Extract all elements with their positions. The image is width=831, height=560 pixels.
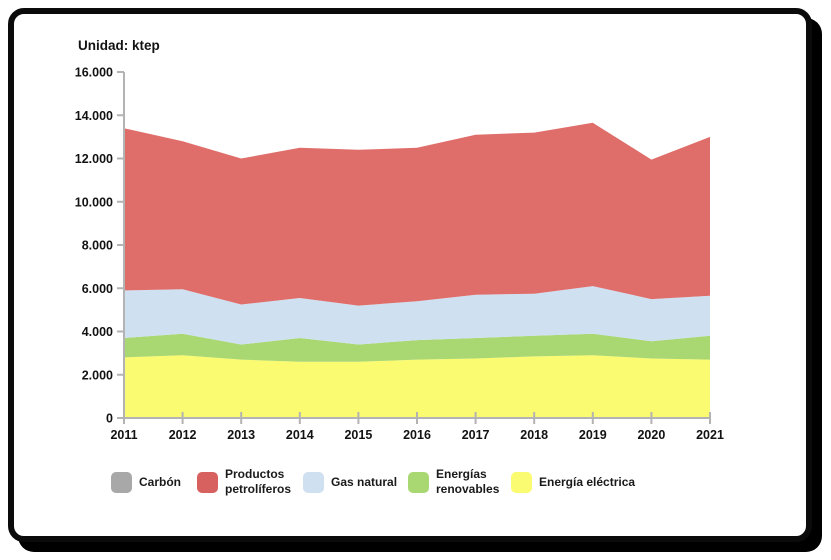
x-tick-label: 2017 xyxy=(462,428,490,442)
legend-swatch-carbon xyxy=(111,471,132,493)
legend-item-carbon[interactable]: Carbón xyxy=(111,462,181,502)
chart-legend: Carbón Productos petrolíferos Gas natural En… xyxy=(14,462,806,510)
area-energia-electrica xyxy=(124,355,710,418)
y-tick-label: 0 xyxy=(106,412,113,426)
legend-label-productos-petroliferos: Productos petrolíferos xyxy=(225,467,292,496)
y-tick-label: 2.000 xyxy=(82,368,113,382)
x-tick-label: 2014 xyxy=(286,428,314,442)
legend-swatch-gas-natural xyxy=(303,471,324,493)
legend-item-gas-natural[interactable]: Gas natural xyxy=(303,462,397,502)
area-productos-petroliferos xyxy=(124,122,710,306)
legend-swatch-energia-electrica xyxy=(511,471,532,493)
legend-item-energias-renovables[interactable]: Energías renovables xyxy=(408,462,499,502)
x-tick-label: 2015 xyxy=(344,428,372,442)
chart-areas xyxy=(124,122,710,418)
legend-item-productos-petroliferos[interactable]: Productos petrolíferos xyxy=(197,462,291,502)
y-tick-label: 10.000 xyxy=(75,195,113,209)
x-tick-label: 2011 xyxy=(110,428,137,442)
y-tick-label: 4.000 xyxy=(82,325,113,339)
x-axis-ticks: 2011 2012 2013 2014 2015 2016 2017 2018 2019 2020… xyxy=(110,412,724,442)
area-gas-natural xyxy=(124,286,710,345)
x-tick-label: 2016 xyxy=(403,428,431,442)
y-tick-label: 14.000 xyxy=(75,109,113,123)
y-tick-label: 6.000 xyxy=(82,282,113,296)
area-energias-renovables xyxy=(124,333,710,362)
legend-item-energia-electrica[interactable]: Energía eléctrica xyxy=(511,462,635,502)
legend-label-energia-electrica: Energía eléctrica xyxy=(539,474,636,489)
x-tick-label: 2013 xyxy=(227,428,255,442)
y-tick-label: 16.000 xyxy=(75,66,113,80)
x-tick-label: 2021 xyxy=(696,428,724,442)
stacked-area-chart: 0 2.000 4.000 6.000 8.000 10.000 12.000 14.000 1… xyxy=(75,66,724,443)
x-tick-label: 2020 xyxy=(637,428,665,442)
legend-swatch-energias-renovables xyxy=(408,471,429,493)
y-axis-ticks: 0 2.000 4.000 6.000 8.000 10.000 12.000 14.000 1… xyxy=(75,66,124,426)
chart-unit-title: Unidad: ktep xyxy=(78,38,160,53)
x-tick-label: 2012 xyxy=(169,428,197,442)
legend-label-gas-natural: Gas natural xyxy=(331,474,398,489)
legend-swatch-productos-petroliferos xyxy=(197,471,218,493)
x-tick-label: 2019 xyxy=(579,428,607,442)
legend-label-carbon: Carbón xyxy=(139,474,181,489)
x-tick-label: 2018 xyxy=(520,428,548,442)
y-tick-label: 12.000 xyxy=(75,152,113,166)
legend-label-energias-renovables: Energías renovables xyxy=(436,467,500,496)
y-tick-label: 8.000 xyxy=(82,239,113,253)
chart-card: Unidad: ktep 0 2.000 4.000 6.000 8.000 10.000… xyxy=(8,8,812,542)
